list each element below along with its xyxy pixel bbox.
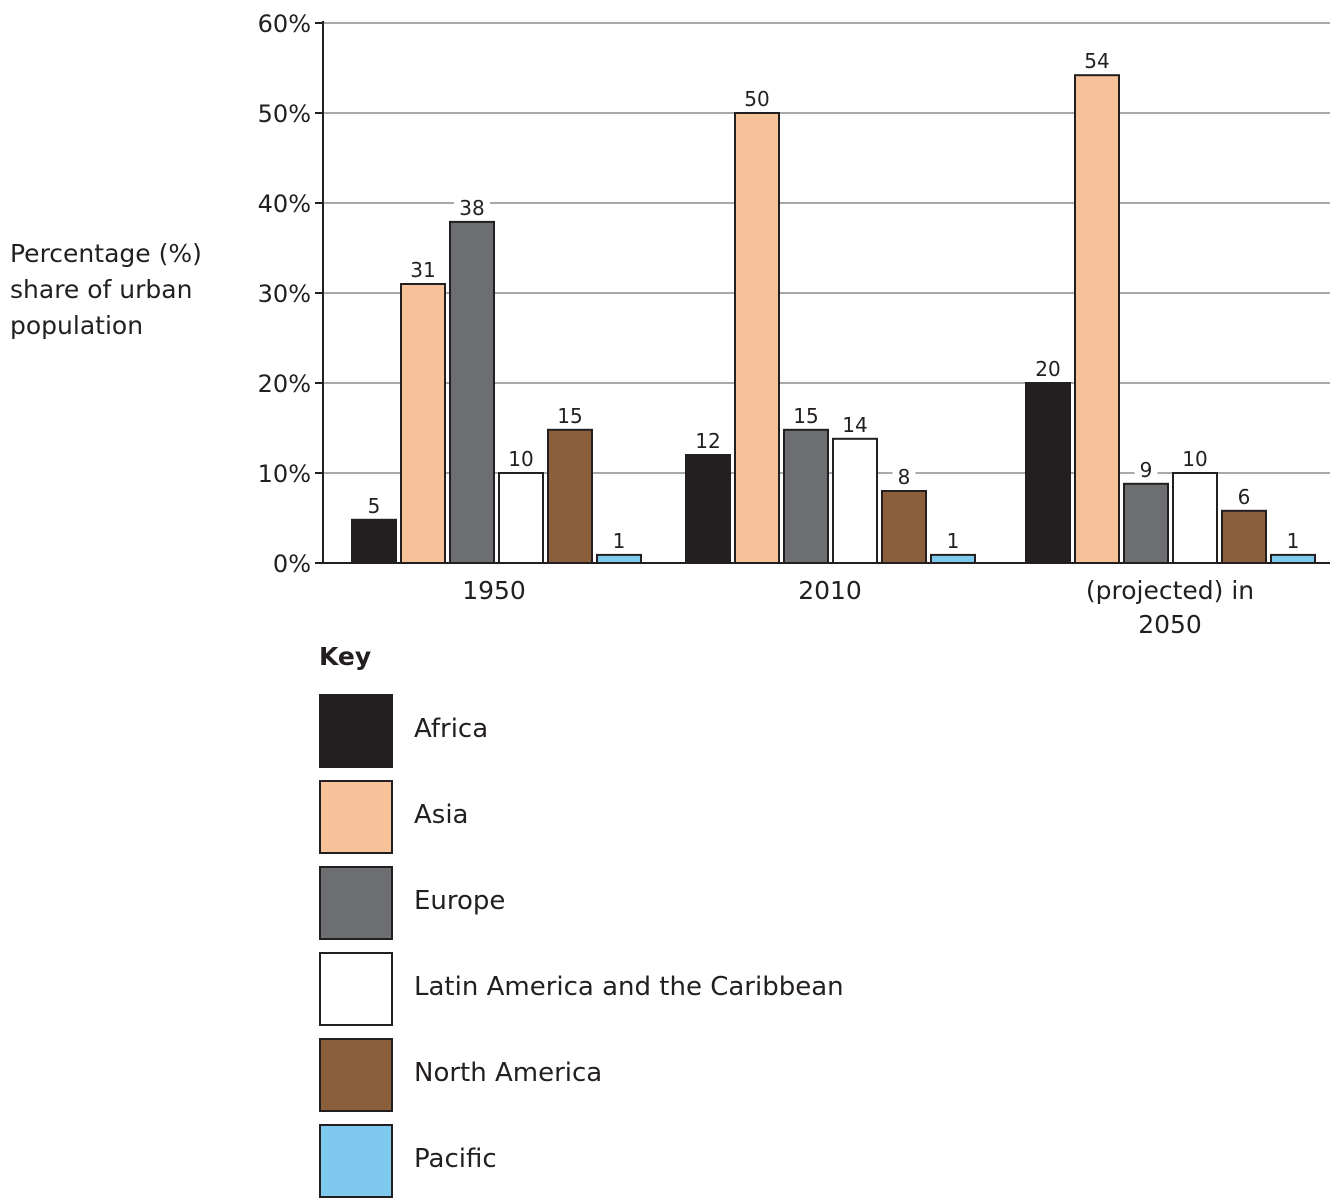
data-label-bg-latin-america-and-the-caribbean-0	[503, 445, 539, 469]
data-label-bg-north-america-1	[892, 463, 916, 487]
data-label-bg-north-america-2	[1232, 482, 1256, 507]
legend-swatch-latin-america	[319, 952, 393, 1026]
bar-latin-america-and-the-caribbean-0	[498, 472, 544, 564]
bar-latin-america-and-the-caribbean-1	[832, 437, 878, 564]
data-label-north-america-1: 8	[898, 465, 911, 489]
data-label-bg-north-america-0	[552, 401, 588, 426]
data-label-latin-america-and-the-caribbean-2: 10	[1182, 447, 1207, 471]
data-label-latin-america-and-the-caribbean-1: 14	[842, 413, 867, 437]
bar-europe-1	[783, 428, 829, 564]
data-label-bg-pacific-1	[941, 526, 965, 551]
legend-swatch-pacific	[319, 1124, 393, 1198]
bar-europe-2	[1123, 482, 1169, 564]
data-label-africa-0: 5	[368, 494, 381, 518]
legend-swatch-africa	[319, 694, 393, 768]
bar-asia-0	[400, 283, 446, 564]
legend-item-africa: Africa	[319, 694, 1019, 770]
legend-label-latin-america: Latin America and the Caribbean	[414, 972, 844, 1002]
y-tick-label-30: 30%	[258, 280, 311, 308]
bar-latin-america-and-the-caribbean-2	[1172, 472, 1218, 564]
data-label-bg-europe-2	[1134, 455, 1158, 480]
y-axis-label-line-2: share of urban	[10, 275, 193, 304]
x-category-label-2-1: 2050	[1138, 610, 1202, 639]
y-tick-label-40: 40%	[258, 190, 311, 218]
legend-item-north-america: North America	[319, 1038, 1019, 1114]
y-tick-label-60: 60%	[258, 10, 311, 38]
legend-label-asia: Asia	[414, 800, 469, 830]
bar-africa-2	[1025, 382, 1071, 564]
legend-swatch-europe	[319, 866, 393, 940]
data-label-bg-pacific-2	[1281, 526, 1305, 551]
data-label-africa-2: 20	[1035, 357, 1060, 381]
legend-label-europe: Europe	[414, 886, 506, 916]
legend-item-pacific: Pacific	[319, 1124, 1019, 1200]
data-label-asia-1: 50	[744, 87, 769, 111]
data-label-bg-africa-2	[1030, 355, 1066, 379]
legend-title: Key	[319, 642, 372, 671]
y-axis-label-line-1: Percentage (%)	[10, 239, 202, 268]
data-label-bg-latin-america-and-the-caribbean-2	[1177, 445, 1213, 469]
y-tick-label-50: 50%	[258, 100, 311, 128]
data-label-north-america-2: 6	[1238, 485, 1251, 509]
legend-swatch-asia	[319, 780, 393, 854]
legend-item-asia: Asia	[319, 780, 1019, 856]
y-tick-label-10: 10%	[258, 460, 311, 488]
bar-north-america-2	[1221, 509, 1267, 564]
y-tick-label-0: 0%	[273, 550, 311, 578]
bar-europe-0	[449, 220, 495, 564]
data-label-africa-1: 12	[695, 429, 720, 453]
data-label-bg-asia-2	[1079, 47, 1115, 72]
data-label-bg-europe-1	[788, 401, 824, 426]
bar-pacific-2	[1270, 553, 1316, 565]
bar-pacific-1	[930, 553, 976, 565]
bar-africa-1	[685, 454, 731, 564]
data-label-bg-asia-1	[739, 85, 775, 109]
data-label-bg-europe-0	[454, 193, 490, 218]
y-tick-label-20: 20%	[258, 370, 311, 398]
bar-asia-1	[734, 112, 780, 564]
x-category-label-0-0: 1950	[462, 576, 526, 605]
data-label-europe-2: 9	[1140, 458, 1153, 482]
x-category-label-2-0: (projected) in	[1086, 576, 1254, 605]
data-label-bg-pacific-0	[607, 526, 631, 551]
data-label-pacific-2: 1	[1287, 529, 1300, 553]
y-axis-label-line-3: population	[10, 311, 144, 340]
legend-label-africa: Africa	[414, 714, 489, 744]
y-axis-label: Percentage (%) share of urban population	[10, 236, 230, 344]
legend-item-europe: Europe	[319, 866, 1019, 942]
legend-item-latin-america: Latin America and the Caribbean	[319, 952, 1019, 1028]
bar-pacific-0	[596, 553, 642, 565]
data-label-asia-0: 31	[410, 258, 435, 282]
legend-label-pacific: Pacific	[414, 1144, 497, 1174]
data-label-europe-0: 38	[459, 196, 484, 220]
bar-north-america-1	[881, 490, 927, 564]
legend-swatch-north-america	[319, 1038, 393, 1112]
bar-africa-0	[351, 518, 397, 564]
data-label-bg-africa-0	[362, 491, 386, 516]
data-label-asia-2: 54	[1084, 49, 1109, 73]
bar-chart: 0% 10% 20% 30% 40% 50% 60% 5 31 38 10 15 1 12 50 15 14 8 1…	[258, 10, 1330, 639]
data-label-bg-latin-america-and-the-caribbean-1	[837, 410, 873, 435]
data-label-north-america-0: 15	[557, 404, 582, 428]
data-label-bg-africa-1	[690, 427, 726, 451]
x-category-label-1-0: 2010	[798, 576, 862, 605]
data-label-latin-america-and-the-caribbean-0: 10	[508, 447, 533, 471]
bar-north-america-0	[547, 428, 593, 564]
data-label-pacific-0: 1	[613, 529, 626, 553]
data-label-bg-asia-0	[405, 256, 441, 280]
legend-label-north-america: North America	[414, 1058, 603, 1088]
data-label-pacific-1: 1	[947, 529, 960, 553]
bar-asia-2	[1074, 74, 1120, 564]
data-label-europe-1: 15	[793, 404, 818, 428]
